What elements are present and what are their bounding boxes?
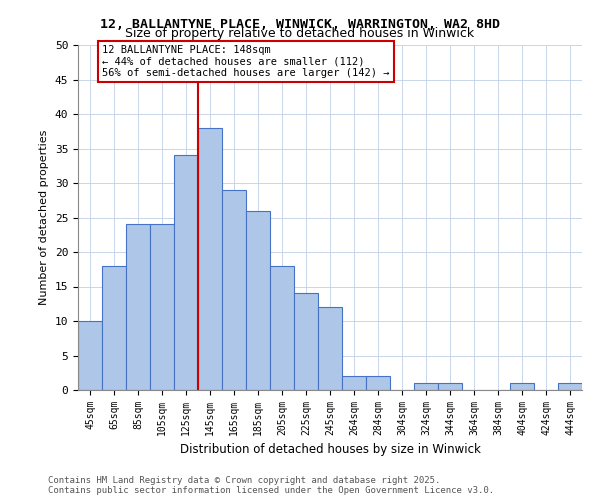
Bar: [510, 383, 534, 390]
Bar: [222, 190, 246, 390]
Bar: [270, 266, 294, 390]
Bar: [558, 383, 582, 390]
Bar: [102, 266, 126, 390]
X-axis label: Distribution of detached houses by size in Winwick: Distribution of detached houses by size …: [179, 444, 481, 456]
Text: Size of property relative to detached houses in Winwick: Size of property relative to detached ho…: [125, 28, 475, 40]
Bar: [318, 307, 342, 390]
Text: 12, BALLANTYNE PLACE, WINWICK, WARRINGTON, WA2 8HD: 12, BALLANTYNE PLACE, WINWICK, WARRINGTO…: [100, 18, 500, 30]
Bar: [366, 376, 390, 390]
Bar: [342, 376, 366, 390]
Bar: [174, 156, 198, 390]
Bar: [198, 128, 222, 390]
Bar: [150, 224, 174, 390]
Bar: [414, 383, 438, 390]
Bar: [294, 294, 318, 390]
Bar: [438, 383, 462, 390]
Text: Contains HM Land Registry data © Crown copyright and database right 2025.
Contai: Contains HM Land Registry data © Crown c…: [48, 476, 494, 495]
Text: 12 BALLANTYNE PLACE: 148sqm
← 44% of detached houses are smaller (112)
56% of se: 12 BALLANTYNE PLACE: 148sqm ← 44% of det…: [102, 45, 389, 78]
Y-axis label: Number of detached properties: Number of detached properties: [39, 130, 49, 305]
Bar: [78, 321, 102, 390]
Bar: [246, 210, 270, 390]
Bar: [126, 224, 150, 390]
